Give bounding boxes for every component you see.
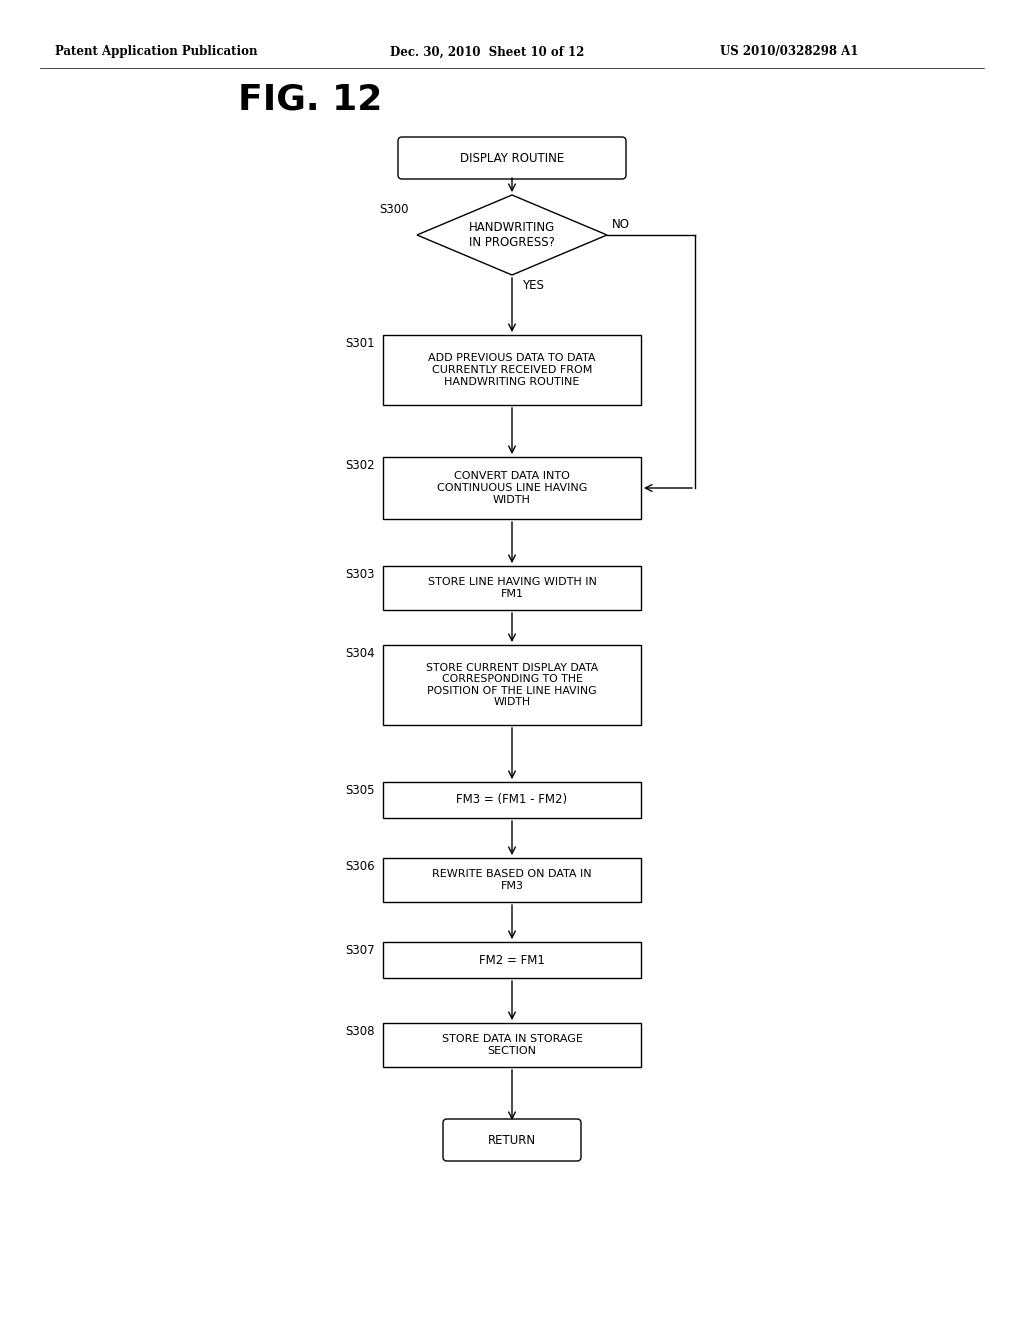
Text: FIG. 12: FIG. 12 — [238, 83, 382, 117]
Text: S300: S300 — [380, 203, 409, 216]
Text: S305: S305 — [345, 784, 375, 797]
Text: US 2010/0328298 A1: US 2010/0328298 A1 — [720, 45, 858, 58]
Text: DISPLAY ROUTINE: DISPLAY ROUTINE — [460, 152, 564, 165]
Text: S307: S307 — [345, 944, 375, 957]
Text: Patent Application Publication: Patent Application Publication — [55, 45, 257, 58]
Text: S308: S308 — [345, 1026, 375, 1038]
Text: FM2 = FM1: FM2 = FM1 — [479, 953, 545, 966]
FancyBboxPatch shape — [383, 1023, 641, 1067]
Text: HANDWRITING
IN PROGRESS?: HANDWRITING IN PROGRESS? — [469, 220, 555, 249]
FancyBboxPatch shape — [383, 942, 641, 978]
Text: S303: S303 — [345, 568, 375, 581]
FancyBboxPatch shape — [443, 1119, 581, 1162]
FancyBboxPatch shape — [383, 566, 641, 610]
FancyBboxPatch shape — [383, 645, 641, 725]
Polygon shape — [417, 195, 607, 275]
Text: STORE LINE HAVING WIDTH IN
FM1: STORE LINE HAVING WIDTH IN FM1 — [428, 577, 596, 599]
Text: Dec. 30, 2010  Sheet 10 of 12: Dec. 30, 2010 Sheet 10 of 12 — [390, 45, 585, 58]
FancyBboxPatch shape — [398, 137, 626, 180]
Text: ADD PREVIOUS DATA TO DATA
CURRENTLY RECEIVED FROM
HANDWRITING ROUTINE: ADD PREVIOUS DATA TO DATA CURRENTLY RECE… — [428, 354, 596, 387]
FancyBboxPatch shape — [383, 457, 641, 519]
Text: YES: YES — [522, 279, 544, 292]
Text: RETURN: RETURN — [488, 1134, 536, 1147]
Text: S302: S302 — [345, 459, 375, 473]
FancyBboxPatch shape — [383, 781, 641, 818]
Text: S306: S306 — [345, 861, 375, 873]
Text: STORE CURRENT DISPLAY DATA
CORRESPONDING TO THE
POSITION OF THE LINE HAVING
WIDT: STORE CURRENT DISPLAY DATA CORRESPONDING… — [426, 663, 598, 708]
FancyBboxPatch shape — [383, 858, 641, 902]
Text: S301: S301 — [345, 337, 375, 350]
Text: STORE DATA IN STORAGE
SECTION: STORE DATA IN STORAGE SECTION — [441, 1034, 583, 1056]
Text: S304: S304 — [345, 647, 375, 660]
Text: REWRITE BASED ON DATA IN
FM3: REWRITE BASED ON DATA IN FM3 — [432, 869, 592, 891]
Text: NO: NO — [612, 218, 630, 231]
Text: CONVERT DATA INTO
CONTINUOUS LINE HAVING
WIDTH: CONVERT DATA INTO CONTINUOUS LINE HAVING… — [437, 471, 587, 504]
Text: FM3 = (FM1 - FM2): FM3 = (FM1 - FM2) — [457, 793, 567, 807]
FancyBboxPatch shape — [383, 335, 641, 405]
